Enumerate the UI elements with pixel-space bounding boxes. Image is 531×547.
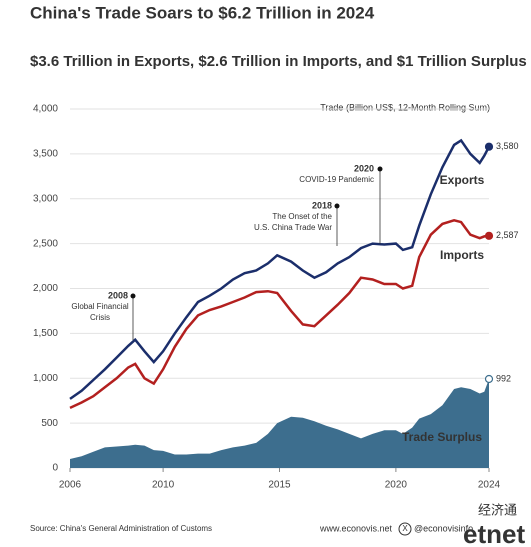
chart-title: China's Trade Soars to $6.2 Trillion in … (30, 3, 375, 22)
y-tick-label: 3,500 (33, 149, 58, 160)
chart-subtitle: $3.6 Trillion in Exports, $2.6 Trillion … (30, 53, 527, 70)
y-tick-label: 1,500 (33, 328, 58, 339)
annotation-year: 2018 (312, 200, 332, 210)
handle: @econovisinfo (414, 523, 473, 533)
annotation-text: U.S. China Trade War (254, 223, 332, 232)
annotation-dot (334, 203, 340, 209)
annotation-dot (130, 293, 136, 299)
y-tick-label: 1,000 (33, 373, 58, 384)
x-tick-label: 2015 (268, 480, 291, 491)
watermark-en: etnet (463, 519, 525, 547)
value-label: 992 (496, 373, 511, 383)
value-label: 3,580 (496, 141, 519, 151)
annotation-text: Crisis (90, 313, 110, 322)
annotation-text: Global Financial (71, 302, 129, 311)
line (69, 138, 491, 400)
y-tick-label: 0 (52, 463, 58, 474)
end-dot (484, 374, 494, 384)
y-tick-label: 500 (41, 418, 58, 429)
x-tick-label: 2006 (59, 480, 82, 491)
annotation-year: 2020 (354, 163, 374, 173)
y-tick-label: 4,000 (33, 104, 58, 115)
x-tick-label: 2010 (152, 480, 175, 491)
x-icon-glyph: X (402, 524, 408, 533)
end-dot (484, 142, 494, 151)
x-icon (398, 522, 412, 536)
area (70, 379, 489, 468)
website: www.econovis.net (319, 523, 393, 533)
line (69, 219, 490, 410)
annotation-dot (377, 166, 383, 172)
y-tick-label: 3,000 (33, 193, 58, 204)
series-label: Trade Surplus (402, 430, 482, 444)
annotation-text: The Onset of the (272, 212, 332, 221)
end-dot (484, 231, 494, 240)
x-tick-label: 2024 (478, 480, 501, 491)
series-label: Exports (440, 173, 485, 187)
y-tick-label: 2,500 (33, 238, 58, 249)
y-tick-label: 2,000 (33, 283, 58, 294)
source: Source: China's General Administration o… (30, 524, 212, 533)
annotation-year: 2008 (108, 290, 128, 300)
series-label: Imports (440, 248, 484, 262)
annotation-text: COVID-19 Pandemic (299, 175, 374, 184)
watermark-cn: 经济通 (478, 502, 517, 517)
y-axis-label: Trade (Billion US$, 12-Month Rolling Sum… (320, 102, 490, 112)
value-label: 2,587 (496, 230, 519, 240)
x-tick-label: 2020 (385, 480, 408, 491)
